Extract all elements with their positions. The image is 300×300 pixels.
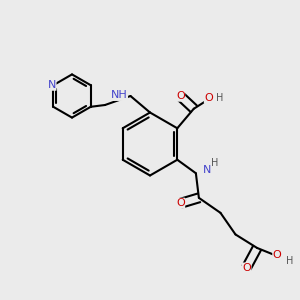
Text: H: H [286,256,294,266]
Text: N: N [48,80,56,90]
Text: O: O [242,263,251,273]
Text: H: H [212,158,219,168]
Text: N: N [202,165,211,175]
Text: O: O [176,91,185,101]
Text: O: O [273,250,282,260]
Text: NH: NH [111,90,128,100]
Text: H: H [216,93,224,103]
Text: O: O [204,93,213,103]
Text: O: O [176,198,185,208]
